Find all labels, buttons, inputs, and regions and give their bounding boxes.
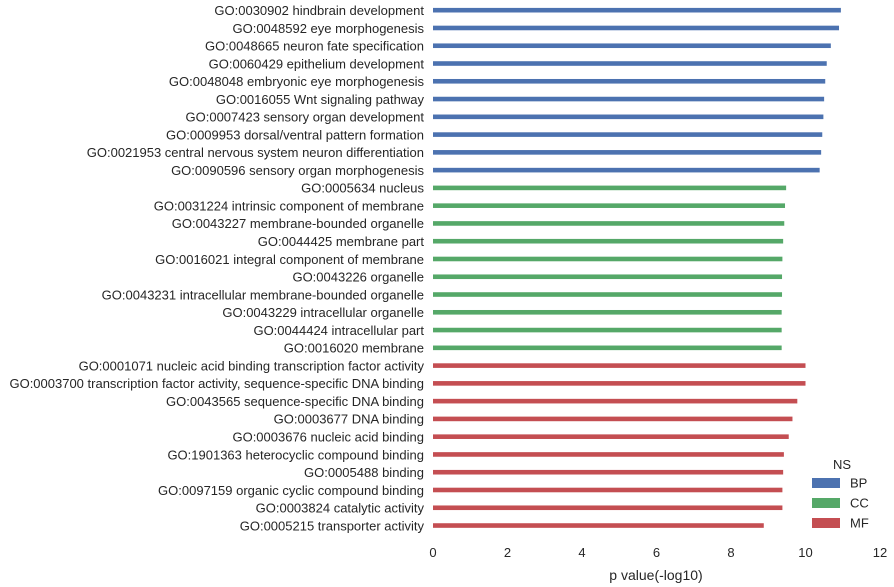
bar-bp (433, 167, 820, 173)
category-label: GO:0030902 hindbrain development (214, 3, 424, 18)
category-label: GO:0005634 nucleus (301, 181, 424, 196)
x-tick-label: 2 (504, 545, 511, 560)
bar-mf (433, 452, 784, 457)
category-label: GO:0003824 catalytic activity (256, 501, 425, 516)
bar-bp (433, 61, 827, 66)
legend-label-mf: MF (850, 516, 869, 531)
category-label: GO:0016020 membrane (284, 341, 424, 356)
category-labels: GO:0030902 hindbrain development GO:00485… (9, 3, 424, 533)
legend-title: NS (833, 457, 851, 472)
bar-bp (433, 132, 823, 137)
bar-bp (433, 114, 824, 120)
legend-label-cc: CC (850, 496, 869, 511)
bar-cc (433, 203, 786, 208)
category-label: GO:0021953 central nervous system neuron… (87, 145, 424, 160)
category-label: GO:0048665 neuron fate specification (205, 39, 424, 54)
bar-bp (433, 78, 826, 84)
x-tick-label: 8 (727, 545, 734, 560)
bar-cc (433, 327, 782, 333)
category-label: GO:0043565 sequence-specific DNA binding (166, 394, 424, 409)
category-label: GO:0043231 intracellular membrane-bounde… (102, 287, 424, 302)
bar-mf (433, 469, 784, 475)
category-label: GO:0043227 membrane-bounded organelle (172, 216, 424, 231)
bar-bp (433, 25, 840, 31)
x-tick-label: 6 (653, 545, 660, 560)
category-label: GO:1901363 heterocyclic compound binding (167, 447, 424, 462)
category-label: GO:0044425 membrane part (258, 234, 425, 249)
bar-bp (433, 96, 825, 102)
bar-cc (433, 185, 787, 191)
x-tick-label: 10 (798, 545, 812, 560)
x-tick-label: 0 (429, 545, 436, 560)
bar-mf (433, 523, 764, 528)
bar-cc (433, 345, 782, 351)
legend-swatch-bp (812, 478, 840, 488)
bar-layer (433, 7, 841, 528)
category-label: GO:0048592 eye morphogenesis (232, 21, 424, 36)
category-label: GO:0097159 organic cyclic compound bindi… (158, 483, 424, 498)
category-label: GO:0031224 intrinsic component of membra… (154, 198, 424, 213)
category-label: GO:0005215 transporter activity (240, 518, 425, 533)
bar-mf (433, 381, 806, 386)
bar-mf (433, 363, 806, 368)
category-label: GO:0003677 DNA binding (274, 412, 424, 427)
x-tick-label: 12 (873, 545, 887, 560)
bar-mf (433, 398, 798, 404)
bar-bp (433, 43, 831, 49)
category-label: GO:0043226 organelle (292, 270, 424, 285)
category-label: GO:0009953 dorsal/ventral pattern format… (166, 127, 424, 142)
bar-cc (433, 292, 783, 297)
x-axis-ticks: 0 2 4 6 8 10 12 (429, 545, 887, 560)
legend-swatch-mf (812, 518, 840, 528)
legend-swatch-cc (812, 498, 840, 508)
category-label: GO:0001071 nucleic acid binding transcri… (79, 358, 425, 373)
bar-cc (433, 309, 782, 315)
category-label: GO:0060429 epithelium development (209, 56, 425, 71)
category-label: GO:0016021 integral component of membran… (155, 252, 424, 267)
category-label: GO:0003676 nucleic acid binding (232, 429, 424, 444)
category-label: GO:0048048 embryonic eye morphogenesis (169, 74, 425, 89)
bar-bp (433, 7, 841, 13)
x-axis-title: p value(-log10) (609, 567, 702, 583)
category-label: GO:0044424 intracellular part (253, 323, 424, 338)
bar-mf (433, 434, 789, 439)
bar-cc (433, 274, 783, 280)
category-label: GO:0016055 Wnt signaling pathway (216, 92, 425, 107)
x-tick-label: 4 (578, 545, 585, 560)
category-label: GO:0090596 sensory organ morphogenesis (171, 163, 424, 178)
legend: NS BP CC MF (812, 457, 869, 531)
bar-cc (433, 238, 784, 244)
bar-mf (433, 505, 783, 511)
bar-mf (433, 416, 793, 422)
bar-mf (433, 487, 783, 493)
bar-cc (433, 221, 785, 226)
category-label: GO:0043229 intracellular organelle (222, 305, 424, 320)
bar-bp (433, 150, 822, 155)
legend-label-bp: BP (850, 476, 867, 491)
category-label: GO:0007423 sensory organ development (186, 110, 425, 125)
category-label: GO:0005488 binding (304, 465, 424, 480)
category-label: GO:0003700 transcription factor activity… (9, 376, 424, 391)
bar-cc (433, 256, 783, 262)
